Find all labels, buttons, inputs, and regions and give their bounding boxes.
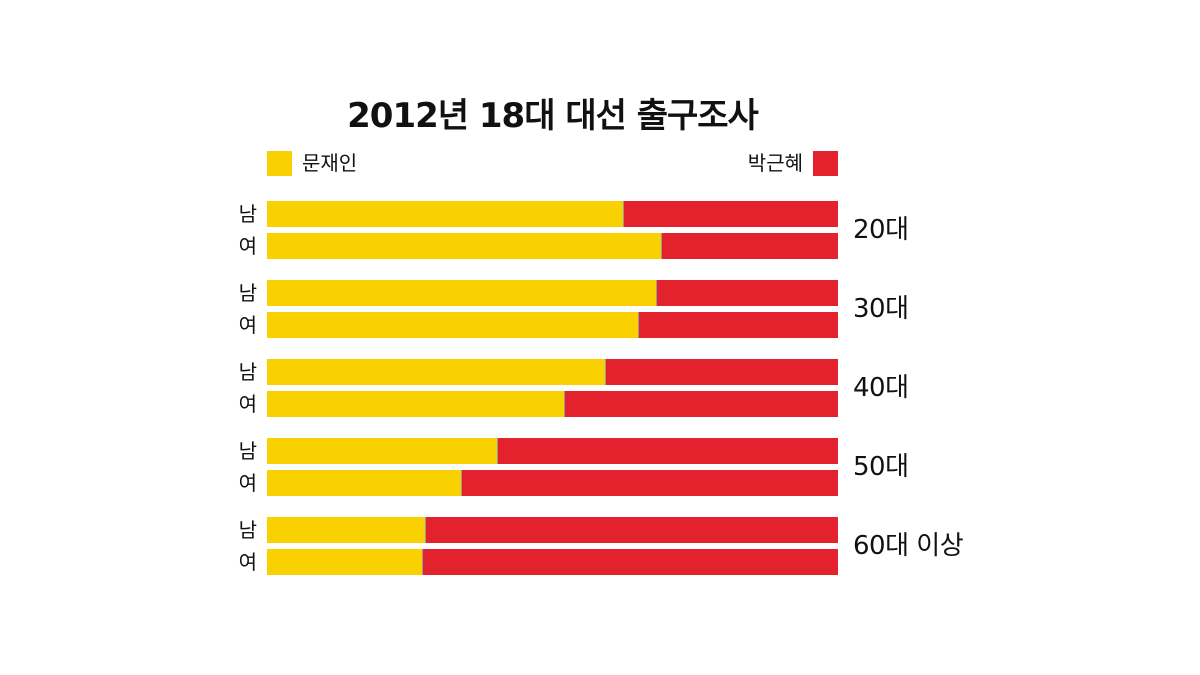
gender-label: 남: [238, 281, 257, 305]
age-group-label: 60대 이상: [853, 531, 964, 561]
bar-segment-moon: [267, 201, 623, 227]
bar-segment-moon: [267, 359, 606, 385]
bar-segment-park: [623, 201, 838, 227]
bar-track: [267, 233, 838, 259]
gender-label: 남: [238, 202, 257, 226]
age-group-label: 20대: [853, 215, 909, 245]
legend-swatch-moon: [267, 151, 292, 176]
bar-segment-park: [657, 280, 838, 306]
legend-swatch-park: [813, 151, 838, 176]
bar-track: [267, 201, 838, 227]
bar-segment-park: [565, 391, 838, 417]
bar-segment-park: [462, 470, 838, 496]
legend-label-moon: 문재인: [302, 151, 358, 175]
age-group-label: 50대: [853, 452, 909, 482]
age-group-label: 40대: [853, 373, 909, 403]
bar-segment-park: [422, 549, 838, 575]
bar-track: [267, 470, 838, 496]
bar-track: [267, 517, 838, 543]
gender-label: 남: [238, 439, 257, 463]
legend-label-park: 박근혜: [747, 151, 803, 175]
gender-label: 여: [238, 392, 257, 416]
bar-segment-park: [662, 233, 838, 259]
gender-label: 남: [238, 360, 257, 384]
bar-segment-park: [606, 359, 838, 385]
gender-label: 여: [238, 313, 257, 337]
bar-segment-moon: [267, 549, 422, 575]
gender-label: 여: [238, 471, 257, 495]
age-group-label: 30대: [853, 294, 909, 324]
bar-segment-park: [498, 438, 838, 464]
bar-segment-moon: [267, 391, 564, 417]
bar-track: [267, 280, 838, 306]
bar-track: [267, 391, 838, 417]
bar-track: [267, 312, 838, 338]
bar-track: [267, 359, 838, 385]
bar-segment-moon: [267, 312, 639, 338]
gender-label: 여: [238, 234, 257, 258]
bar-segment-moon: [267, 280, 656, 306]
bar-segment-moon: [267, 517, 426, 543]
bar-segment-moon: [267, 470, 462, 496]
bar-segment-moon: [267, 438, 498, 464]
bar-segment-park: [426, 517, 838, 543]
bar-segment-park: [639, 312, 838, 338]
gender-label: 남: [238, 518, 257, 542]
bar-track: [267, 549, 838, 575]
bar-track: [267, 438, 838, 464]
chart-title: 2012년 18대 대선 출구조사: [347, 96, 759, 136]
bar-segment-moon: [267, 233, 661, 259]
gender-label: 여: [238, 550, 257, 574]
